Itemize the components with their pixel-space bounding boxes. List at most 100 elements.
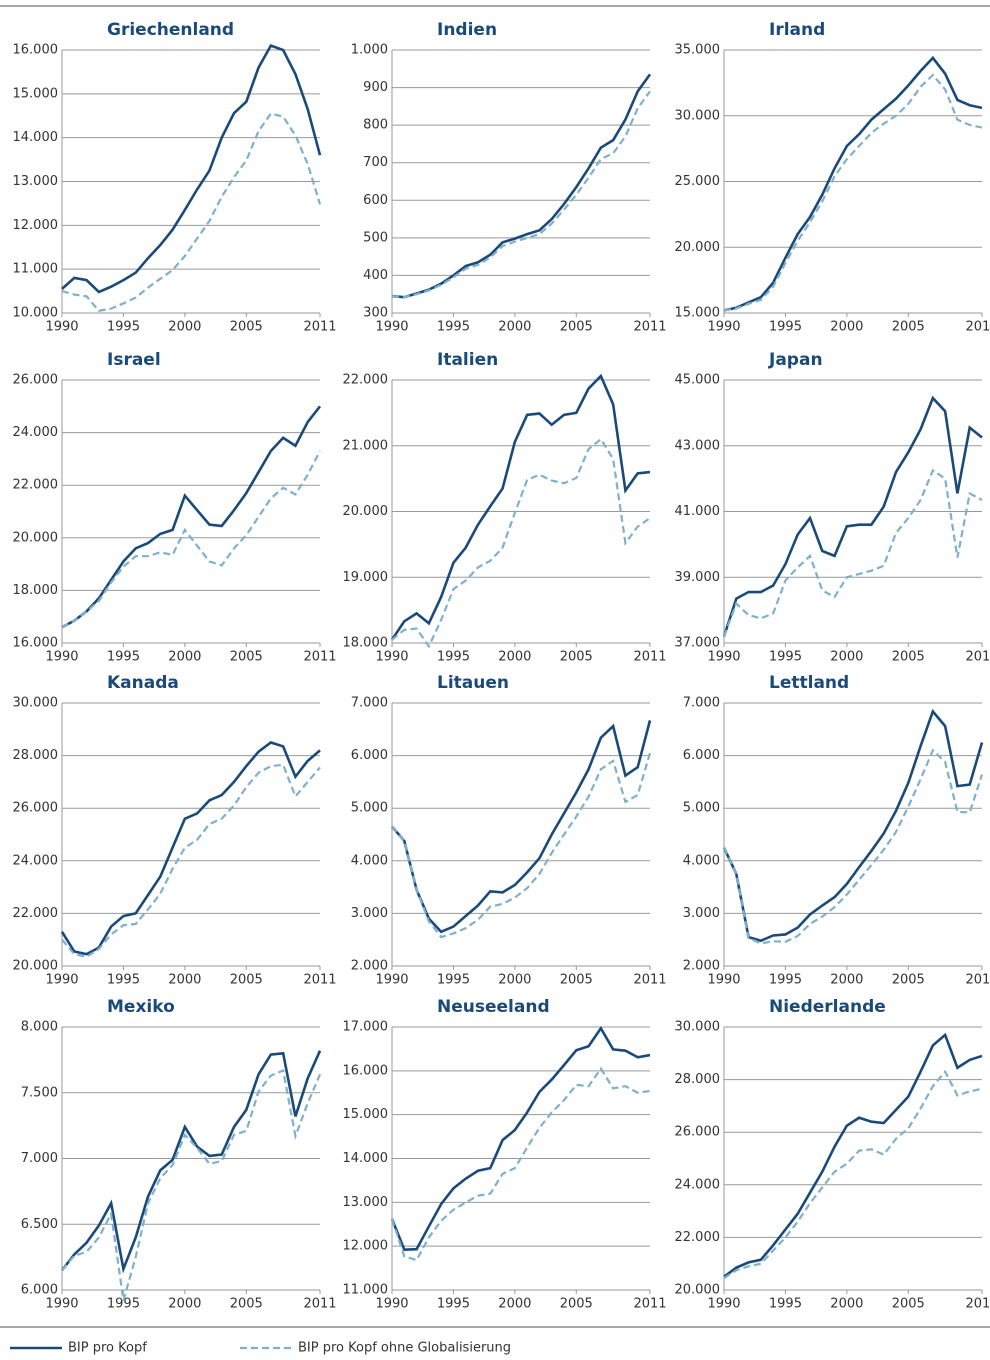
y-tick-label: 24.000 <box>13 853 59 868</box>
y-tick-label: 24.000 <box>675 1177 721 1192</box>
x-tick-label: 2000 <box>498 1297 531 1312</box>
y-tick-label: 7.000 <box>683 696 720 711</box>
chart-title: Italien <box>437 350 498 370</box>
x-tick-label: 1995 <box>769 973 802 988</box>
x-tick-label: 1995 <box>769 650 802 665</box>
x-tick-label: 2000 <box>498 320 531 335</box>
y-tick-label: 43.000 <box>675 438 721 453</box>
series-line <box>723 1069 983 1280</box>
series-line <box>61 44 322 294</box>
x-tick-label: 2000 <box>830 1297 863 1312</box>
chart-title: Irland <box>769 20 825 40</box>
y-tick-label: 18.000 <box>13 583 59 598</box>
x-tick-label: 1995 <box>437 1297 470 1312</box>
y-tick-label: 30.000 <box>675 1020 721 1035</box>
y-tick-label: 16.000 <box>13 636 59 651</box>
series-line <box>61 405 322 629</box>
x-tick-label: 2011 <box>965 973 990 988</box>
x-tick-label: 2011 <box>965 650 990 665</box>
y-tick-label: 16.000 <box>13 43 59 58</box>
x-tick-label: 2000 <box>168 1297 201 1312</box>
y-tick-label: 30.000 <box>13 696 59 711</box>
y-tick-label: 2.000 <box>351 959 388 974</box>
x-tick-label: 2005 <box>560 973 593 988</box>
series-line <box>723 1032 983 1278</box>
y-tick-label: 37.000 <box>675 636 721 651</box>
chart-title: Griechenland <box>107 20 234 40</box>
y-tick-label: 6.500 <box>21 1217 58 1232</box>
x-tick-label: 1995 <box>107 1297 140 1312</box>
y-tick-label: 400 <box>363 268 388 283</box>
y-tick-label: 41.000 <box>675 504 721 519</box>
x-tick-label: 1995 <box>769 320 802 335</box>
y-tick-label: 15.000 <box>675 306 721 321</box>
x-tick-label: 1995 <box>107 973 140 988</box>
x-tick-label: 2005 <box>892 973 925 988</box>
y-tick-label: 5.000 <box>683 801 720 816</box>
y-tick-label: 20.000 <box>13 959 59 974</box>
x-tick-label: 1990 <box>707 1297 740 1312</box>
y-tick-label: 26.000 <box>13 373 59 388</box>
series-line <box>60 741 321 956</box>
y-tick-label: 22.000 <box>343 373 389 388</box>
chart-title: Lettland <box>769 673 849 693</box>
y-tick-label: 13.000 <box>343 1195 389 1210</box>
y-tick-label: 3.000 <box>351 906 388 921</box>
x-tick-label: 1995 <box>437 320 470 335</box>
x-tick-label: 2005 <box>230 320 263 335</box>
x-tick-label: 2005 <box>560 320 593 335</box>
y-tick-label: 14.000 <box>13 130 59 145</box>
x-tick-label: 2011 <box>633 650 666 665</box>
y-tick-label: 45.000 <box>675 373 721 388</box>
x-tick-label: 2005 <box>560 650 593 665</box>
y-tick-label: 26.000 <box>675 1125 721 1140</box>
x-tick-label: 2011 <box>303 973 336 988</box>
series-line <box>60 1050 322 1274</box>
chart-title: Israel <box>107 350 161 370</box>
y-tick-label: 28.000 <box>13 748 59 763</box>
x-tick-label: 2005 <box>230 1297 263 1312</box>
series-line <box>390 373 651 641</box>
y-tick-label: 22.000 <box>13 478 59 493</box>
series-line <box>723 748 984 945</box>
x-tick-label: 1990 <box>375 973 408 988</box>
y-tick-label: 30.000 <box>675 108 721 123</box>
chart-title: Mexiko <box>107 997 175 1017</box>
y-tick-label: 11.000 <box>343 1283 389 1298</box>
series-line <box>390 1066 651 1262</box>
x-tick-label: 2011 <box>633 320 666 335</box>
y-tick-label: 19.000 <box>343 570 389 585</box>
y-tick-label: 7.000 <box>21 1151 58 1166</box>
y-tick-label: 20.000 <box>343 504 389 519</box>
y-tick-label: 7.000 <box>351 696 388 711</box>
y-tick-label: 24.000 <box>13 425 59 440</box>
chart-title: Japan <box>768 350 823 370</box>
y-tick-label: 17.000 <box>343 1020 389 1035</box>
legend-label: BIP pro Kopf <box>68 1341 147 1356</box>
series-line <box>391 437 651 649</box>
x-tick-label: 2000 <box>168 973 201 988</box>
y-tick-label: 22.000 <box>13 906 59 921</box>
chart-title: Neuseeland <box>437 997 550 1017</box>
x-tick-label: 2000 <box>830 650 863 665</box>
series-line <box>391 720 652 934</box>
x-tick-label: 1990 <box>375 1297 408 1312</box>
x-tick-label: 1990 <box>375 650 408 665</box>
series-line <box>723 55 983 312</box>
x-tick-label: 2000 <box>168 650 201 665</box>
y-tick-label: 25.000 <box>675 174 721 189</box>
y-tick-label: 14.000 <box>343 1151 389 1166</box>
x-tick-label: 1995 <box>107 320 140 335</box>
x-tick-label: 2005 <box>560 1297 593 1312</box>
y-tick-label: 12.000 <box>343 1239 389 1254</box>
series-line <box>722 708 984 943</box>
y-tick-label: 20.000 <box>13 530 59 545</box>
x-tick-label: 1990 <box>45 650 78 665</box>
series-line <box>61 1068 322 1301</box>
x-tick-label: 1990 <box>45 1297 78 1312</box>
x-tick-label: 2000 <box>498 650 531 665</box>
chart-title: Niederlande <box>769 997 886 1017</box>
y-tick-label: 39.000 <box>675 570 721 585</box>
x-tick-label: 2011 <box>633 973 666 988</box>
y-tick-label: 18.000 <box>343 636 389 651</box>
